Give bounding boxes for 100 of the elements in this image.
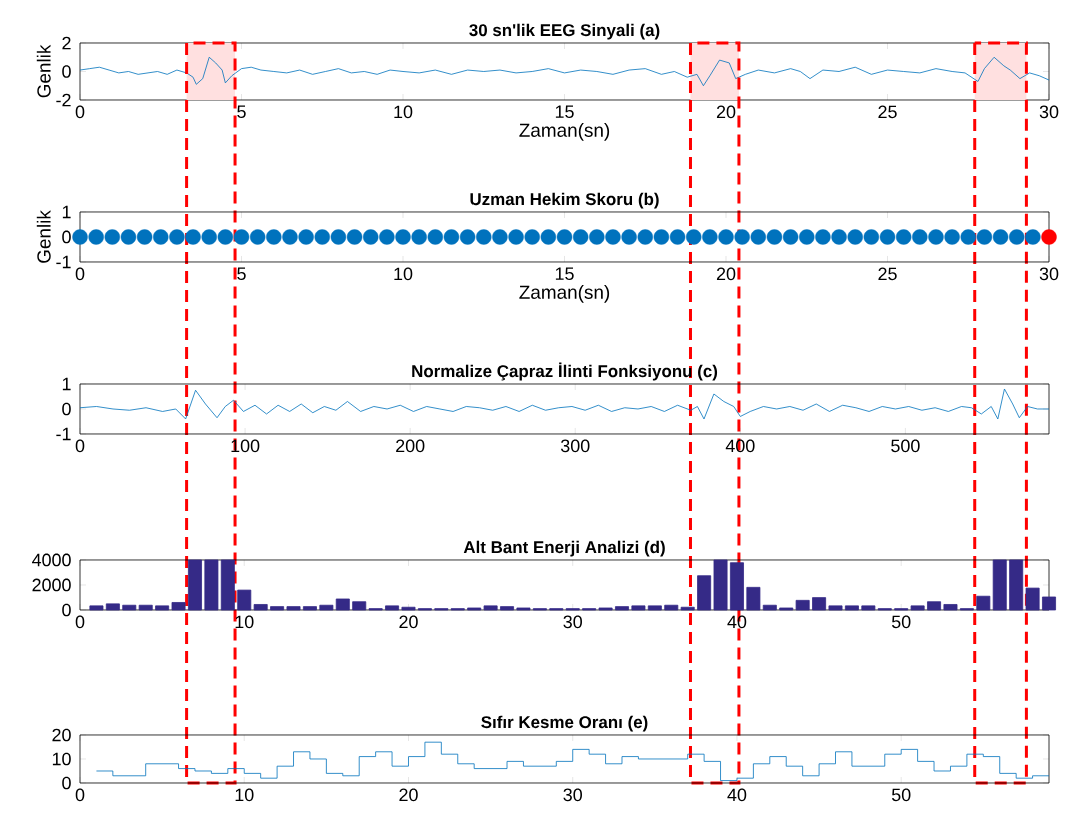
x-tick-label: 50 xyxy=(891,788,911,802)
x-tick-label: 20 xyxy=(716,105,736,119)
bar xyxy=(483,605,498,611)
bar xyxy=(220,559,235,611)
bar xyxy=(253,604,268,611)
bar xyxy=(237,589,252,611)
bar xyxy=(812,597,827,611)
x-tick-label: 10 xyxy=(235,615,254,629)
bar xyxy=(385,605,400,611)
y-tick-label: 20 xyxy=(52,728,71,742)
x-tick-label: 50 xyxy=(891,615,911,629)
y-tick-label: 1 xyxy=(62,377,71,391)
x-tick-label: 10 xyxy=(394,105,413,119)
bar xyxy=(992,559,1007,611)
x-tick-label: 5 xyxy=(237,267,246,281)
bar xyxy=(795,599,810,611)
bar xyxy=(680,606,695,611)
bar xyxy=(861,605,876,611)
x-tick-label: 40 xyxy=(727,788,747,802)
y-tick-label: 0 xyxy=(62,65,71,78)
bar xyxy=(270,606,285,611)
y-tick-label: 4000 xyxy=(32,553,71,567)
x-tick-label: 5 xyxy=(237,105,246,119)
y-tick-label: 10 xyxy=(52,752,71,766)
x-tick-label: 15 xyxy=(555,267,574,281)
bar xyxy=(286,606,301,611)
bar xyxy=(729,562,744,611)
bar xyxy=(844,605,859,611)
bar xyxy=(105,603,120,611)
bar xyxy=(713,559,728,611)
x-tick-label: 0 xyxy=(75,267,85,281)
y-tick-label: 0 xyxy=(62,603,71,617)
bar xyxy=(401,606,416,611)
x-tick-label: 0 xyxy=(75,105,85,119)
x-axis-title: Zaman(sn) xyxy=(519,285,610,303)
bar xyxy=(467,607,482,611)
bar xyxy=(89,605,104,611)
x-tick-label: 10 xyxy=(394,267,413,281)
bar xyxy=(927,601,942,611)
y-tick-label: 2 xyxy=(62,36,71,50)
x-tick-label: 20 xyxy=(399,615,418,629)
bar xyxy=(779,607,794,611)
bar xyxy=(631,605,646,611)
chart-title: Sıfır Kesme Oranı (e) xyxy=(481,715,648,732)
x-tick-label: 10 xyxy=(235,788,254,802)
x-tick-label: 25 xyxy=(878,105,897,119)
bar xyxy=(976,595,991,611)
x-tick-label: 20 xyxy=(399,788,418,802)
y-axis-title: Genlik xyxy=(36,44,51,98)
bar xyxy=(319,604,334,611)
x-tick-label: 30 xyxy=(563,615,582,629)
x-tick-label: 500 xyxy=(891,439,920,453)
bar xyxy=(664,604,679,611)
chart-title: Alt Bant Enerji Analizi (d) xyxy=(463,540,665,557)
bar xyxy=(335,598,350,611)
y-tick-label: 0 xyxy=(62,230,71,244)
bar xyxy=(828,605,843,611)
y-tick-label: -1 xyxy=(56,427,71,441)
bar xyxy=(647,605,662,611)
x-tick-label: 25 xyxy=(878,267,897,281)
x-tick-label: 20 xyxy=(716,267,736,281)
y-tick-label: 2000 xyxy=(32,578,71,592)
bar xyxy=(500,606,514,611)
line-series xyxy=(79,388,1050,420)
bar xyxy=(1042,596,1056,611)
y-tick-label: 1 xyxy=(62,205,71,219)
x-tick-label: 300 xyxy=(560,439,590,453)
x-tick-label: 200 xyxy=(396,439,425,453)
bar xyxy=(188,559,202,611)
chart-title: 30 sn'lik EEG Sinyali (a) xyxy=(469,23,660,40)
x-tick-label: 0 xyxy=(75,788,85,802)
x-tick-label: 30 xyxy=(1039,105,1059,119)
bar xyxy=(302,606,317,611)
y-tick-label: 0 xyxy=(62,776,71,790)
bar xyxy=(697,575,712,611)
bar xyxy=(516,607,531,611)
bar xyxy=(171,602,186,611)
bar xyxy=(598,607,613,611)
x-tick-label: 30 xyxy=(563,788,582,802)
x-tick-label: 0 xyxy=(75,615,85,629)
x-tick-label: 15 xyxy=(555,105,574,119)
bar xyxy=(762,604,777,611)
bar xyxy=(615,606,629,611)
y-tick-label: -2 xyxy=(56,93,71,107)
x-tick-label: 30 xyxy=(1039,267,1059,281)
x-tick-label: 40 xyxy=(727,615,747,629)
x-tick-label: 0 xyxy=(75,439,85,453)
bar xyxy=(155,605,170,611)
chart-title: Uzman Hekim Skoru (b) xyxy=(470,192,659,209)
bar xyxy=(943,604,958,611)
bar xyxy=(1009,559,1024,611)
bar xyxy=(204,559,219,611)
y-axis-title: Genlik xyxy=(36,210,51,263)
y-tick-label: -1 xyxy=(56,255,71,269)
x-axis-title: Zaman(sn) xyxy=(519,123,610,141)
bar xyxy=(746,586,761,611)
bar xyxy=(1025,587,1040,611)
bar xyxy=(910,605,925,611)
bar xyxy=(352,601,367,611)
y-tick-label: 0 xyxy=(62,402,71,416)
